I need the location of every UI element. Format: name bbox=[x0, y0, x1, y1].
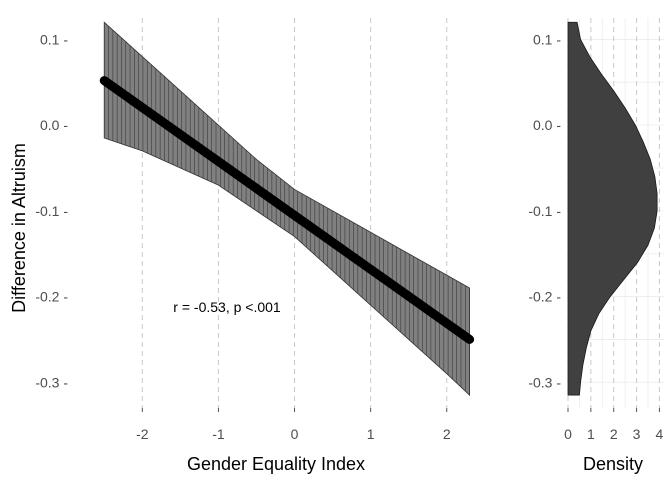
density-y-tick-label: -0.3 - bbox=[528, 374, 561, 390]
main-x-tick-label: 1 bbox=[367, 426, 375, 442]
density-y-tick-label: -0.2 - bbox=[528, 289, 561, 305]
fit-line-path bbox=[99, 76, 475, 344]
density-x-tick-label: 3 bbox=[633, 426, 641, 442]
main-x-ticks: -2 -1 0 1 2 bbox=[136, 408, 451, 442]
density-y-ticks: -0.3 - -0.2 - -0.1 - 0.0 - 0.1 - bbox=[528, 31, 561, 390]
main-y-tick-label: 0.1 - bbox=[40, 31, 68, 47]
main-y-tick-label: 0.0 - bbox=[40, 117, 68, 133]
density-x-tick-label: 2 bbox=[610, 426, 618, 442]
density-y-tick-label: 0.1 - bbox=[533, 31, 561, 47]
main-x-tick-label: -2 bbox=[136, 426, 149, 442]
main-x-axis-title: Gender Equality Index bbox=[187, 454, 365, 474]
main-x-tick-label: 2 bbox=[443, 426, 451, 442]
density-y-tick-label: -0.1 - bbox=[528, 203, 561, 219]
density-y-tick-label: 0.0 - bbox=[533, 117, 561, 133]
fit-line bbox=[99, 76, 475, 344]
density-x-tick-label: 4 bbox=[656, 426, 664, 442]
main-plot: -2 -1 0 1 2 -0.3 - -0.2 - -0.1 - 0.0 - 0.1 - bbox=[35, 18, 475, 442]
correlation-annotation: r = -0.53, p <.001 bbox=[173, 299, 281, 315]
main-y-axis-title: Difference in Altruism bbox=[9, 143, 29, 313]
main-y-tick-label: -0.2 - bbox=[35, 289, 68, 305]
density-x-tick-label: 0 bbox=[564, 426, 572, 442]
density-area bbox=[567, 21, 658, 396]
main-y-tick-label: -0.1 - bbox=[35, 203, 68, 219]
density-fill bbox=[567, 21, 658, 396]
density-x-axis-title: Density bbox=[583, 454, 643, 474]
main-x-tick-label: -1 bbox=[212, 426, 225, 442]
main-x-tick-label: 0 bbox=[291, 426, 299, 442]
main-y-tick-label: -0.3 - bbox=[35, 374, 68, 390]
main-y-ticks: -0.3 - -0.2 - -0.1 - 0.0 - 0.1 - bbox=[35, 31, 68, 390]
density-x-tick-label: 1 bbox=[587, 426, 595, 442]
